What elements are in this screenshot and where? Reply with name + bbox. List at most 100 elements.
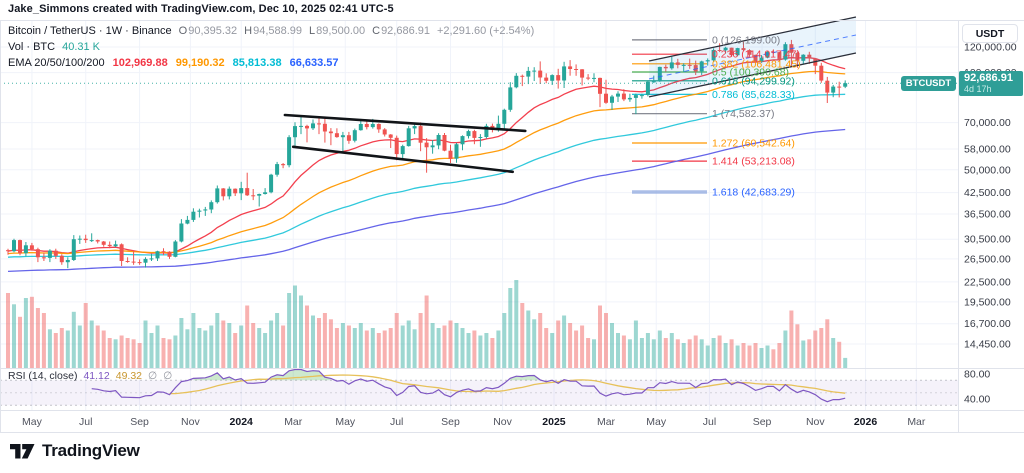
svg-text:2024: 2024 bbox=[230, 416, 254, 428]
svg-text:Jul: Jul bbox=[79, 416, 92, 428]
close-value: 92,686.91 bbox=[381, 25, 430, 37]
rsi-value: 41.12 bbox=[83, 370, 110, 382]
svg-text:Mar: Mar bbox=[907, 416, 926, 428]
symbol-price-pill[interactable]: BTCUSDT bbox=[901, 76, 956, 91]
svg-text:Sep: Sep bbox=[130, 416, 149, 428]
high-label: H bbox=[244, 25, 253, 37]
svg-text:22,500.00: 22,500.00 bbox=[964, 276, 1011, 288]
currency-unit-button[interactable]: USDT bbox=[962, 24, 1018, 43]
rsi-overbought-fill bbox=[193, 372, 242, 381]
svg-text:Mar: Mar bbox=[284, 416, 303, 428]
svg-text:0.236 (114,017.47): 0.236 (114,017.47) bbox=[712, 49, 800, 61]
svg-text:0.382 (106,481.45): 0.382 (106,481.45) bbox=[712, 58, 801, 70]
svg-text:1.618 (42,683.29): 1.618 (42,683.29) bbox=[712, 187, 795, 199]
change-value: +2,291.60 (+2.54%) bbox=[437, 25, 535, 37]
price-axis[interactable]: 120,000.00100,000.0070,000.0058,000.0050… bbox=[964, 42, 1017, 406]
svg-text:Sep: Sep bbox=[753, 416, 772, 428]
legend-ema-row[interactable]: EMA 20/50/100/200 102,969.88 99,190.32 85,8… bbox=[8, 55, 534, 71]
svg-text:70,000.00: 70,000.00 bbox=[964, 117, 1011, 129]
rsi-ma-value: 49.32 bbox=[115, 370, 143, 382]
svg-text:14,450.00: 14,450.00 bbox=[964, 338, 1011, 350]
trendline-2 bbox=[291, 145, 515, 174]
svg-text:May: May bbox=[335, 416, 356, 428]
rsi-label: RSI (14, close) bbox=[8, 370, 78, 382]
rsi-line bbox=[91, 369, 846, 403]
low-label: L bbox=[309, 25, 316, 37]
svg-text:2026: 2026 bbox=[854, 416, 878, 428]
ema-100-line bbox=[7, 93, 846, 258]
svg-text:120,000.00: 120,000.00 bbox=[964, 42, 1017, 54]
svg-text:Jul: Jul bbox=[703, 416, 716, 428]
channel-fill bbox=[649, 17, 856, 97]
channel-bottom-line bbox=[648, 52, 857, 98]
svg-text:0.618 (94,299.92): 0.618 (94,299.92) bbox=[712, 75, 795, 87]
svg-text:42,500.00: 42,500.00 bbox=[964, 187, 1011, 199]
parallel-channel-drawing[interactable] bbox=[648, 16, 857, 98]
legend-symbol-row[interactable]: Bitcoin / TetherUS · 1W · Binance O90,395… bbox=[8, 23, 534, 39]
open-value: 90,395.32 bbox=[188, 25, 238, 37]
svg-text:1.272 (60,542.64): 1.272 (60,542.64) bbox=[712, 137, 795, 149]
ema-lines bbox=[7, 57, 846, 273]
candles-layer bbox=[6, 39, 848, 269]
svg-text:19,500.00: 19,500.00 bbox=[964, 296, 1011, 308]
ema100-value: 85,813.38 bbox=[232, 57, 282, 69]
volume-value: 40.31 K bbox=[62, 41, 100, 53]
close-label: C bbox=[372, 25, 381, 37]
svg-text:May: May bbox=[22, 416, 43, 428]
volume-bars bbox=[6, 280, 848, 369]
rsi-ma-line bbox=[169, 374, 846, 395]
fib-labels: 0 (126,199.00) 0.236 (114,017.47)0.382 (1… bbox=[712, 34, 801, 198]
fib-retracement[interactable] bbox=[632, 39, 707, 194]
rsi-band-fill bbox=[0, 380, 958, 406]
ema-200-line bbox=[7, 128, 846, 273]
svg-text:Nov: Nov bbox=[493, 416, 512, 428]
open-label: O bbox=[178, 25, 188, 37]
rsi-overbought-fill bbox=[271, 369, 331, 381]
rsi-legend-row[interactable]: RSI (14, close) 41.12 49.32 ∅ ∅ bbox=[8, 370, 172, 382]
svg-text:2025: 2025 bbox=[542, 416, 566, 428]
svg-text:Nov: Nov bbox=[181, 416, 200, 428]
legend-volume-row[interactable]: Vol · BTC 40.31 K bbox=[8, 39, 534, 55]
trendline-drawings[interactable] bbox=[283, 113, 527, 174]
svg-text:1.414 (53,213.08): 1.414 (53,213.08) bbox=[712, 156, 795, 168]
ema20-value: 102,969.88 bbox=[112, 57, 168, 69]
svg-text:1 (74,582.37): 1 (74,582.37) bbox=[712, 108, 774, 120]
ema-label: EMA 20/50/100/200 bbox=[8, 57, 105, 69]
chart-legend: Bitcoin / TetherUS · 1W · Binance O90,395… bbox=[8, 23, 534, 71]
time-axis[interactable]: May Jul Sep Nov 2024 Mar May Jul Sep Nov 2025 Mar Ma… bbox=[22, 416, 926, 428]
svg-text:Sep: Sep bbox=[441, 416, 460, 428]
svg-text:0.5 (100,390.68): 0.5 (100,390.68) bbox=[712, 67, 789, 79]
pane-dividers bbox=[0, 20, 1024, 433]
svg-text:16,700.00: 16,700.00 bbox=[964, 318, 1011, 330]
svg-text:80.00: 80.00 bbox=[964, 369, 990, 381]
current-price-tag[interactable]: 92,686.91 4d 17h bbox=[959, 71, 1023, 96]
rsi-pane bbox=[0, 369, 958, 406]
watermark-attribution: Jake_Simmons created with TradingView.co… bbox=[8, 3, 394, 15]
volume-label: Vol · BTC bbox=[8, 41, 56, 53]
ema50-value: 99,190.32 bbox=[175, 57, 225, 69]
svg-text:Mar: Mar bbox=[597, 416, 616, 428]
ema200-value: 66,633.57 bbox=[289, 57, 339, 69]
svg-text:Jul: Jul bbox=[390, 416, 403, 428]
svg-text:50,000.00: 50,000.00 bbox=[964, 164, 1011, 176]
rsi-band-lower-icon: ∅ bbox=[163, 370, 173, 382]
current-price-value: 92,686.91 bbox=[964, 72, 1013, 84]
svg-text:30,500.00: 30,500.00 bbox=[964, 234, 1011, 246]
symbol-title[interactable]: Bitcoin / TetherUS · 1W · Binance bbox=[8, 25, 172, 37]
svg-text:26,500.00: 26,500.00 bbox=[964, 253, 1011, 265]
svg-text:58,000.00: 58,000.00 bbox=[964, 144, 1011, 156]
tradingview-logo[interactable]: TradingView bbox=[10, 441, 140, 461]
svg-text:May: May bbox=[646, 416, 667, 428]
trendline-1 bbox=[283, 113, 527, 133]
high-value: 94,588.99 bbox=[253, 25, 303, 37]
svg-text:0.786 (85,628.33): 0.786 (85,628.33) bbox=[712, 89, 795, 101]
tradingview-logo-icon bbox=[10, 443, 35, 458]
bar-countdown: 4d 17h bbox=[964, 84, 992, 94]
tradingview-logo-text: TradingView bbox=[42, 441, 140, 460]
svg-text:40.00: 40.00 bbox=[964, 394, 990, 406]
svg-text:0 (126,199.00): 0 (126,199.00) bbox=[712, 34, 780, 46]
low-value: 89,500.00 bbox=[316, 25, 366, 37]
svg-text:Nov: Nov bbox=[806, 416, 825, 428]
